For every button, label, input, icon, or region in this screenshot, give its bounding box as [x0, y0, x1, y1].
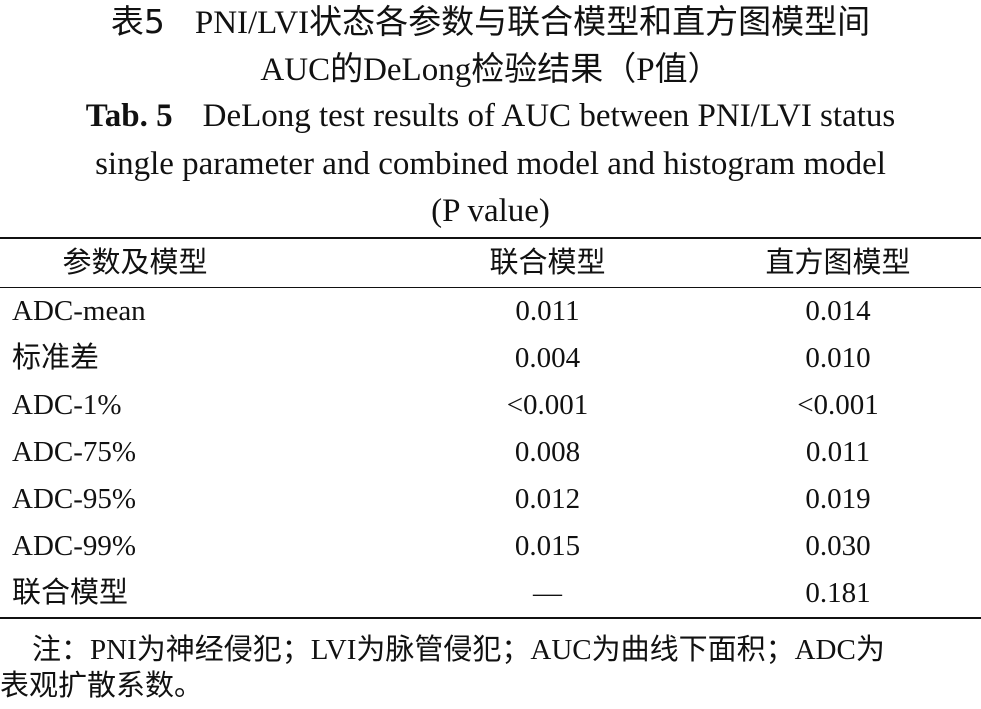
table-row: ADC-mean 0.011 0.014	[0, 288, 981, 336]
table-row: ADC-95% 0.012 0.019	[0, 476, 981, 523]
row-name: ADC-1%	[12, 389, 122, 421]
row-name: 标准差	[12, 342, 100, 374]
row-combined-value: 0.004	[514, 342, 581, 374]
row-name: ADC-95%	[12, 483, 137, 515]
header-histogram-model: 直方图模型	[695, 237, 981, 288]
en-caption-line-2: single parameter and combined model and …	[95, 146, 886, 182]
table-row: ADC-99% 0.015 0.030	[0, 523, 981, 570]
footnote-line-2: 表观扩散系数。	[0, 670, 204, 702]
header-combined-model: 联合模型	[400, 237, 695, 288]
row-name: ADC-mean	[12, 295, 146, 327]
en-caption-line-3: (P value)	[431, 193, 550, 229]
row-name: ADC-75%	[12, 436, 137, 468]
results-table: 参数及模型 联合模型 直方图模型 ADC-mean 0.011 0.014 标准…	[0, 237, 981, 619]
en-title-part-1: DeLong test results of AUC between PNI/L…	[202, 98, 896, 134]
en-caption-line-1: Tab. 5 DeLong test results of AUC between…	[0, 92, 981, 140]
footnote-line-1: 注：PNI为神经侵犯；LVI为脉管侵犯；AUC为曲线下面积；ADC为	[32, 634, 885, 666]
cn-caption-line-1: 表5 PNI/LVI状态各参数与联合模型和直方图模型间	[0, 0, 981, 44]
table-header-row: 参数及模型 联合模型 直方图模型	[0, 237, 981, 288]
row-combined-value: —	[400, 570, 695, 619]
row-histogram-value: 0.030	[805, 530, 871, 562]
row-combined-value: 0.012	[514, 483, 581, 515]
en-table-label: Tab. 5	[85, 98, 173, 134]
table-row: ADC-75% 0.008 0.011	[0, 429, 981, 476]
row-combined-value: 0.011	[515, 295, 580, 327]
row-combined-value: 0.008	[514, 436, 581, 468]
row-histogram-value: 0.181	[695, 570, 981, 619]
row-name: ADC-99%	[12, 530, 137, 562]
table-row: 标准差 0.004 0.010	[0, 335, 981, 382]
table-footnote: 注：PNI为神经侵犯；LVI为脉管侵犯；AUC为曲线下面积；ADC为 表观扩散系…	[0, 632, 981, 704]
row-histogram-value: 0.019	[805, 483, 871, 515]
row-histogram-value: <0.001	[797, 389, 879, 421]
cn-title-part-1: PNI/LVI状态各参数与联合模型和直方图模型间	[194, 5, 871, 41]
row-histogram-value: 0.010	[805, 342, 871, 374]
row-combined-value: 0.015	[514, 530, 581, 562]
row-name: 联合模型	[0, 570, 400, 619]
header-parameter: 参数及模型	[0, 237, 400, 288]
row-histogram-value: 0.014	[805, 295, 871, 327]
cn-table-label: 表5	[110, 2, 165, 41]
row-combined-value: <0.001	[506, 389, 589, 421]
delong-table: 参数及模型 联合模型 直方图模型 ADC-mean 0.011 0.014 标准…	[0, 237, 981, 619]
cn-caption-line-2: AUC的DeLong检验结果（P值）	[260, 52, 721, 88]
row-histogram-value: 0.011	[805, 436, 871, 468]
table-row: 联合模型 — 0.181	[0, 570, 981, 619]
table-row: ADC-1% <0.001 <0.001	[0, 382, 981, 429]
table-caption: 表5 PNI/LVI状态各参数与联合模型和直方图模型间 AUC的DeLong检验结…	[0, 0, 981, 232]
